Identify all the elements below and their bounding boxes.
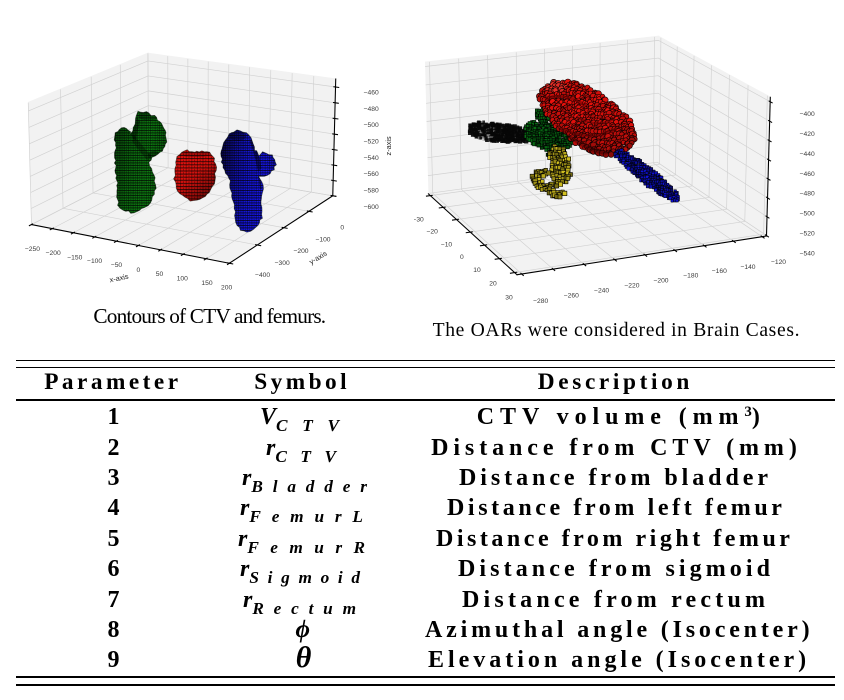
svg-text:200: 200	[221, 285, 232, 292]
svg-text:−220: −220	[624, 282, 639, 289]
svg-text:−300: −300	[275, 260, 290, 267]
svg-text:150: 150	[201, 280, 212, 287]
svg-text:x-axis: x-axis	[109, 272, 130, 285]
svg-text:−50: −50	[111, 262, 123, 269]
svg-text:50: 50	[156, 271, 164, 278]
svg-text:−120: −120	[771, 259, 786, 266]
svg-text:−580: −580	[364, 188, 379, 195]
svg-text:0: 0	[340, 225, 344, 232]
svg-text:−260: −260	[564, 292, 579, 299]
svg-text:−100: −100	[315, 237, 330, 244]
svg-text:y-axis: y-axis	[308, 249, 329, 267]
svg-text:−520: −520	[364, 139, 379, 146]
svg-text:−140: −140	[740, 264, 755, 271]
svg-text:−30: −30	[414, 216, 424, 223]
svg-text:−420: −420	[800, 131, 815, 138]
svg-text:−480: −480	[800, 191, 815, 198]
svg-text:−540: −540	[800, 250, 815, 257]
svg-text:−200: −200	[653, 278, 668, 285]
svg-text:−240: −240	[594, 288, 609, 295]
svg-text:−150: −150	[67, 254, 82, 261]
svg-text:−180: −180	[683, 273, 698, 280]
svg-text:30: 30	[505, 295, 513, 302]
svg-text:−250: −250	[25, 246, 40, 253]
svg-text:−280: −280	[533, 298, 548, 305]
svg-text:−500: −500	[800, 211, 815, 218]
svg-text:−500: −500	[364, 122, 379, 129]
svg-text:−520: −520	[800, 230, 815, 237]
svg-text:−560: −560	[364, 171, 379, 178]
svg-text:−460: −460	[364, 89, 379, 96]
svg-text:−100: −100	[87, 258, 102, 265]
svg-text:100: 100	[177, 276, 188, 283]
svg-text:−400: −400	[255, 272, 270, 279]
svg-text:z-axis: z-axis	[384, 136, 393, 155]
svg-text:−540: −540	[364, 155, 379, 162]
svg-text:10: 10	[473, 267, 481, 274]
svg-text:−400: −400	[800, 111, 815, 118]
svg-text:−600: −600	[364, 204, 379, 211]
svg-text:−200: −200	[293, 248, 308, 255]
svg-text:−160: −160	[712, 268, 727, 275]
svg-text:−200: −200	[46, 250, 61, 257]
svg-text:−480: −480	[364, 106, 379, 113]
svg-text:0: 0	[460, 254, 464, 261]
svg-text:−20: −20	[427, 229, 439, 236]
svg-text:20: 20	[489, 281, 497, 288]
svg-text:−460: −460	[800, 171, 815, 178]
svg-text:−440: −440	[800, 151, 815, 158]
svg-text:0: 0	[137, 267, 141, 274]
svg-text:−10: −10	[441, 242, 453, 249]
